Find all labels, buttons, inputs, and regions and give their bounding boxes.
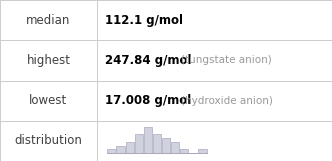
Text: lowest: lowest — [29, 94, 68, 107]
Bar — [198, 149, 207, 153]
Text: 247.84 g/mol: 247.84 g/mol — [105, 54, 192, 67]
Bar — [107, 149, 116, 153]
Text: 112.1 g/mol: 112.1 g/mol — [105, 14, 183, 27]
Bar — [125, 142, 134, 153]
Text: highest: highest — [27, 54, 70, 67]
Bar — [162, 138, 170, 153]
Text: distribution: distribution — [15, 134, 82, 147]
Bar — [117, 146, 125, 153]
Bar — [135, 134, 143, 153]
Text: (hydroxide anion): (hydroxide anion) — [181, 96, 273, 106]
Text: 17.008 g/mol: 17.008 g/mol — [105, 94, 191, 107]
Bar — [153, 134, 161, 153]
Text: (tungstate anion): (tungstate anion) — [181, 55, 271, 65]
Bar — [171, 142, 179, 153]
Text: median: median — [26, 14, 71, 27]
Bar — [144, 127, 152, 153]
Bar — [180, 149, 189, 153]
